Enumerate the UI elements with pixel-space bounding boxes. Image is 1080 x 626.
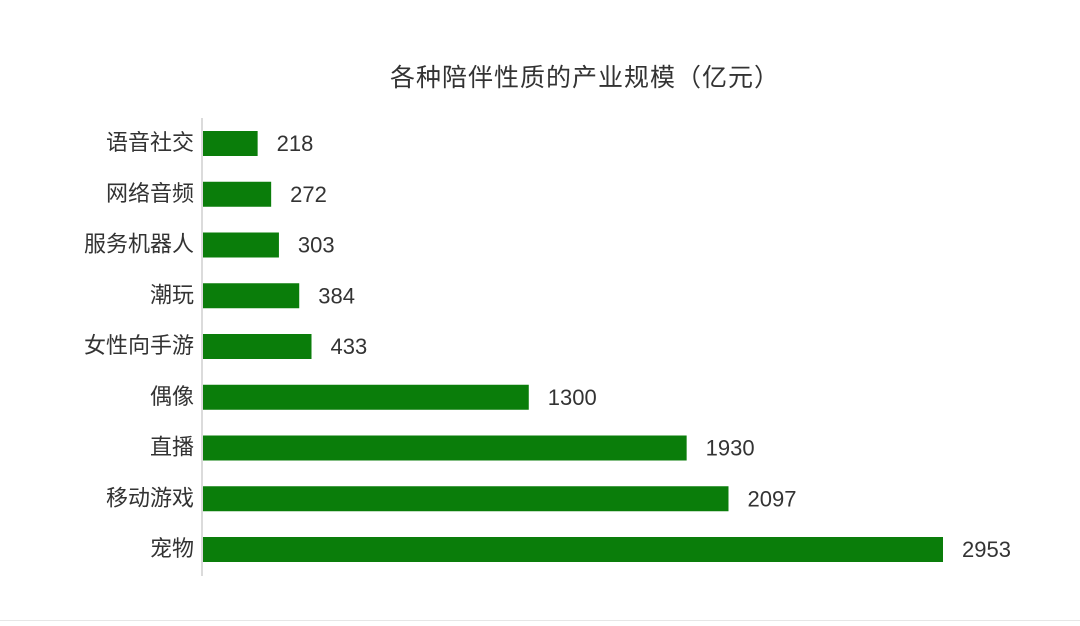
category-label: 服务机器人 bbox=[84, 233, 194, 258]
bar bbox=[203, 232, 279, 258]
category-label: 网络音频 bbox=[106, 182, 194, 207]
value-label: 433 bbox=[331, 334, 368, 359]
bar bbox=[203, 384, 529, 410]
category-label: 女性向手游 bbox=[84, 334, 194, 359]
bars-layer: 语音社交 218 网络音频 272 服务机器人 303 潮玩 384 女性向手游 433 偶像 130… bbox=[84, 131, 1011, 562]
chart-title: 各种陪伴性质的产业规模（亿元） bbox=[389, 63, 780, 92]
category-label: 潮玩 bbox=[150, 283, 194, 308]
category-label: 直播 bbox=[150, 436, 194, 461]
bar bbox=[203, 486, 729, 512]
category-label: 宠物 bbox=[150, 537, 194, 562]
value-label: 272 bbox=[290, 182, 327, 207]
value-label: 2953 bbox=[962, 537, 1011, 562]
bar bbox=[203, 435, 687, 461]
value-label: 218 bbox=[277, 131, 314, 156]
value-label: 384 bbox=[318, 283, 355, 308]
bar bbox=[203, 131, 258, 156]
value-label: 303 bbox=[298, 233, 335, 258]
category-label: 偶像 bbox=[150, 385, 194, 410]
bar bbox=[203, 537, 943, 562]
bottom-divider bbox=[0, 620, 1080, 621]
value-label: 2097 bbox=[747, 486, 796, 511]
bar bbox=[203, 283, 300, 309]
bar bbox=[203, 334, 312, 359]
value-label: 1300 bbox=[548, 385, 597, 410]
value-label: 1930 bbox=[706, 436, 755, 461]
category-label: 语音社交 bbox=[106, 131, 194, 156]
category-label: 移动游戏 bbox=[106, 486, 194, 511]
bar bbox=[203, 181, 272, 207]
